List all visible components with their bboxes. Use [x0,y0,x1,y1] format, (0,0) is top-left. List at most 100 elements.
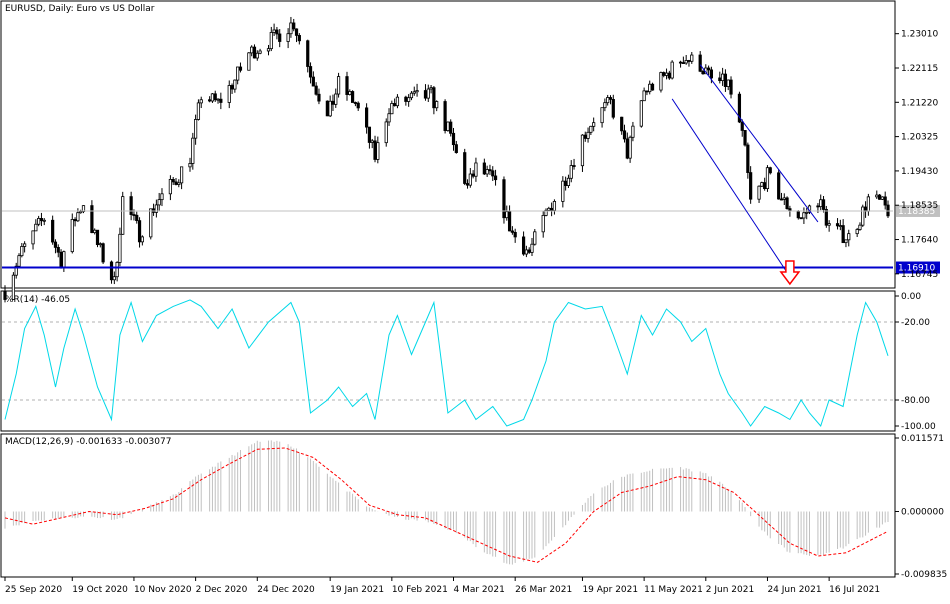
candle [129,191,133,221]
candle [73,217,77,227]
candle [701,69,705,75]
candle [799,217,803,220]
candle [306,39,310,73]
candle [345,71,349,101]
candle [544,208,548,217]
candle [664,68,669,80]
candle [678,60,683,68]
candle [611,94,615,120]
price-axis-tick-label: 1.17640 [901,236,938,246]
candle [687,59,691,67]
candle [698,51,702,73]
candle [59,249,63,269]
candle [407,94,411,107]
channel-line[interactable] [671,98,788,273]
candle [667,70,671,80]
candle [373,135,377,163]
candle [740,119,744,137]
wpr-axis-tick-label: -100.00 [901,422,936,432]
candle [325,100,329,117]
candle [533,228,537,246]
candle [367,126,372,149]
price-axis-tick-label: 1.20325 [901,133,938,143]
candle [883,191,887,210]
current-price-box [896,204,940,217]
candle [348,89,352,96]
candle [199,96,203,109]
candle [572,158,576,170]
price-axis: 1.23010 1.22115 1.21220 1.20325 1.19430 1.185… [895,30,938,280]
candle [779,192,784,201]
candle [642,87,646,102]
candle [541,210,545,238]
candle [465,179,470,189]
candle [191,132,195,170]
candle [628,135,632,163]
candle [188,157,192,172]
time-axis-label: 10 Feb 2021 [392,585,448,595]
candle [157,192,161,211]
macd-indicator-title: MACD(12,26,9) -0.001633 -0.003077 [5,437,171,447]
candle [681,56,685,64]
macd-axis-tick-label: 0.000000 [901,508,944,518]
candle [160,188,164,207]
current-price-label: 1.18385 [898,207,935,217]
candle [474,157,478,182]
wpr-axis-tick-label: 0.00 [901,292,921,302]
candle [861,204,865,227]
support-line-price-box [896,261,940,274]
candle [370,138,374,149]
candle [723,69,728,92]
candle [219,92,223,110]
candle [350,90,355,103]
candle [482,158,486,175]
candle [81,205,86,214]
candle [275,26,279,40]
macd-histogram [4,440,889,565]
macd-signal-line [4,447,889,563]
candle [684,55,688,65]
candle [527,247,531,254]
candle [743,130,747,147]
candle [14,262,18,279]
candle [412,86,416,96]
price-axis-tick-label: 1.22115 [901,64,938,74]
time-axis-label: 2 Jun 2021 [706,585,754,595]
candle [505,205,509,221]
candle [112,271,116,285]
arrow-down-icon[interactable] [779,260,801,286]
candle [513,228,517,243]
wpr-panel-frame [0,290,896,432]
candle [233,79,237,93]
candle [216,98,220,104]
candle [266,44,271,56]
time-axis-label: 2 Dec 2020 [196,585,248,595]
candle [662,71,666,78]
candle [42,218,46,226]
candle [297,33,301,45]
candle [510,226,514,235]
candle [109,260,114,284]
candle [757,185,761,203]
candle [409,91,414,101]
time-axis-label: 19 Oct 2020 [72,585,128,595]
candle [34,219,38,232]
candle [250,45,254,57]
candle [454,140,458,154]
candle [70,213,74,254]
price-axis-tick-label: 1.21220 [901,98,938,108]
channel-line[interactable] [699,64,819,223]
candle [443,99,447,134]
candle [446,121,450,132]
candle [875,190,879,199]
candle [404,95,408,106]
candle [177,179,181,188]
candle [841,219,845,244]
candle [670,60,674,80]
wpr-axis: 0.00 -20.00 -80.00 -100.00 [895,292,936,432]
candle [659,71,663,93]
candle [252,44,257,59]
support-line-price-label: 1.16910 [898,264,935,274]
candle [561,176,565,208]
